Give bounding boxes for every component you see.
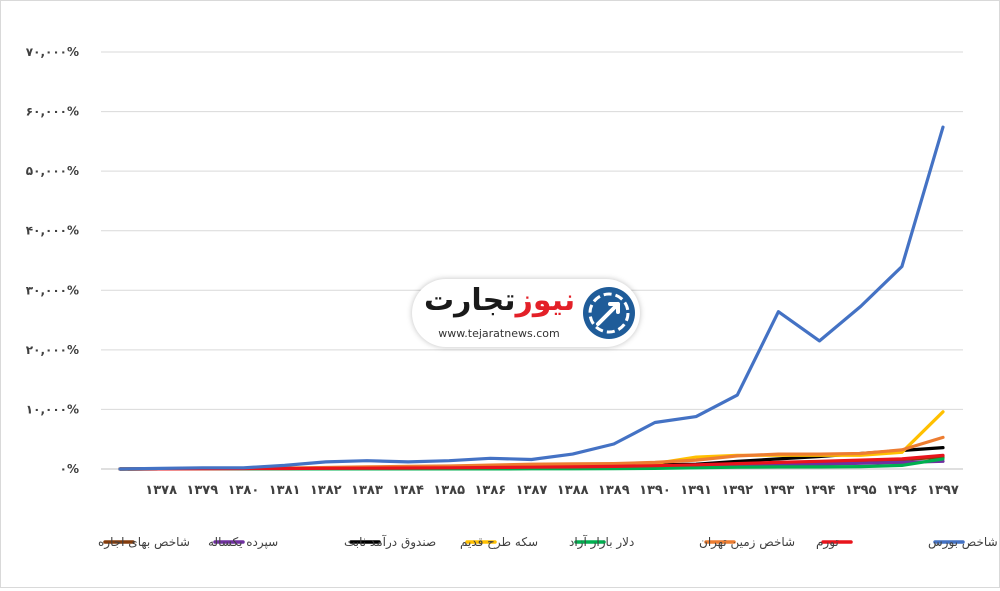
legend-label: دلار بازار آزاد (569, 534, 634, 550)
logo-wordmark-main: تجارت (424, 283, 517, 318)
x-tick-label: ۱۳۸۵ (433, 483, 465, 498)
x-tick-label: ۱۳۸۹ (598, 483, 630, 498)
x-tick-label: ۱۳۸۸ (557, 483, 589, 498)
x-tick-label: ۱۳۹۰ (639, 483, 671, 498)
logo-wordmark: نیوزتجارت (424, 283, 576, 318)
logo-url: www.tejaratnews.com (438, 327, 560, 340)
tejarat-news-logo-icon (583, 287, 635, 339)
x-tick-label: ۱۳۸۶ (474, 483, 506, 498)
x-tick-label: ۱۳۹۷ (927, 483, 959, 498)
x-tick-label: ۱۳۷۸ (145, 483, 177, 498)
y-tick-label: ۷۰,۰۰۰% (26, 45, 79, 59)
y-tick-label: ۶۰,۰۰۰% (26, 105, 79, 119)
x-tick-label: ۱۳۹۲ (721, 483, 753, 498)
legend-label: سپرده یکساله (208, 535, 278, 550)
y-tick-label: ۵۰,۰۰۰% (26, 164, 79, 178)
x-tick-label: ۱۳۸۳ (351, 483, 383, 498)
legend-label: شاخص بورس (928, 535, 998, 550)
watermark-logo: نیوزتجارت www.tejaratnews.com (412, 279, 640, 347)
y-tick-label: ۲۰,۰۰۰% (26, 343, 79, 357)
x-tick-label: ۱۳۹۵ (845, 483, 877, 498)
y-tick-label: ۰% (60, 462, 79, 476)
legend-label: شاخص زمین تهران (699, 535, 795, 550)
y-tick-label: ۳۰,۰۰۰% (26, 283, 79, 297)
legend-label: شاخص بهای اجاره (98, 535, 190, 550)
x-tick-label: ۱۳۹۶ (886, 483, 918, 498)
x-tick-label: ۱۳۹۴ (804, 483, 836, 498)
logo-wordmark-accent: نیوز (515, 283, 577, 318)
legend-label: تورم (816, 535, 839, 550)
legend-label: صندوق درآمد ثابت (344, 534, 436, 550)
x-tick-label: ۱۳۹۳ (763, 483, 795, 498)
y-tick-label: ۴۰,۰۰۰% (26, 224, 79, 238)
x-tick-label: ۱۳۸۴ (392, 483, 424, 498)
x-tick-label: ۱۳۹۱ (680, 483, 712, 498)
x-tick-label: ۱۳۸۷ (516, 483, 548, 498)
legend-label: سکه طرح قدیم (460, 535, 538, 550)
series-line-0 (118, 125, 945, 471)
x-tick-label: ۱۳۸۲ (310, 483, 342, 498)
y-tick-label: ۱۰,۰۰۰% (26, 402, 79, 416)
x-tick-label: ۱۳۷۹ (186, 483, 218, 498)
x-tick-label: ۱۳۸۱ (269, 483, 301, 498)
x-tick-label: ۱۳۸۰ (228, 483, 260, 498)
